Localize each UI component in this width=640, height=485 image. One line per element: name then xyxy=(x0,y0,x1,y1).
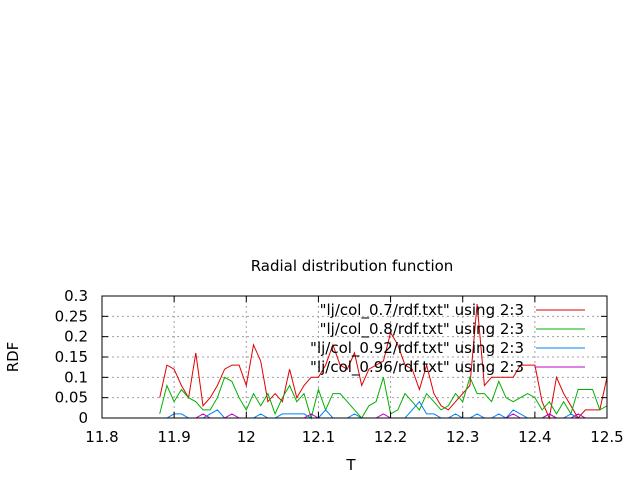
series-line-2 xyxy=(159,375,608,420)
y-tick-label: 0.2 xyxy=(64,328,88,346)
series-line-1 xyxy=(159,304,608,420)
legend-label: "lj/col_0.8/rdf.txt" using 2:3 xyxy=(320,320,524,339)
x-axis-label: T xyxy=(345,456,356,474)
y-tick-label: 0.25 xyxy=(55,307,88,325)
series-line-4 xyxy=(159,413,607,419)
y-tick-label: 0.1 xyxy=(64,368,88,386)
x-tick-label: 11.9 xyxy=(157,428,190,446)
y-axis-label: RDF xyxy=(4,342,22,373)
legend: "lj/col_0.7/rdf.txt" using 2:3"lj/col_0.… xyxy=(310,301,585,377)
grid-lines xyxy=(102,296,607,418)
series-line-3 xyxy=(159,400,607,419)
legend-label: "lj/col_0.96/rdf.txt" using 2:3 xyxy=(310,358,524,377)
y-tick-label: 0.3 xyxy=(64,287,88,305)
x-tick-label: 11.8 xyxy=(85,428,118,446)
x-tick-label: 12 xyxy=(237,428,256,446)
x-tick-label: 12.3 xyxy=(446,428,479,446)
legend-label: "lj/col_0.7/rdf.txt" using 2:3 xyxy=(320,301,524,320)
x-tick-label: 12.5 xyxy=(590,428,623,446)
y-tick-label: 0 xyxy=(78,409,88,427)
legend-label: "lj/col_0.92/rdf.txt" using 2:3 xyxy=(310,339,524,358)
x-tick-label: 12.4 xyxy=(518,428,551,446)
x-tick-label: 12.1 xyxy=(302,428,335,446)
y-tick-label: 0.05 xyxy=(55,389,88,407)
axis-ticks: 0 0.05 0.1 0.15 0.2 0.25 0.3 11.8 11.9 12 12.1 12.2… xyxy=(55,287,624,446)
y-tick-label: 0.15 xyxy=(55,348,88,366)
chart-title: Radial distribution function xyxy=(251,257,454,275)
x-tick-label: 12.2 xyxy=(374,428,407,446)
